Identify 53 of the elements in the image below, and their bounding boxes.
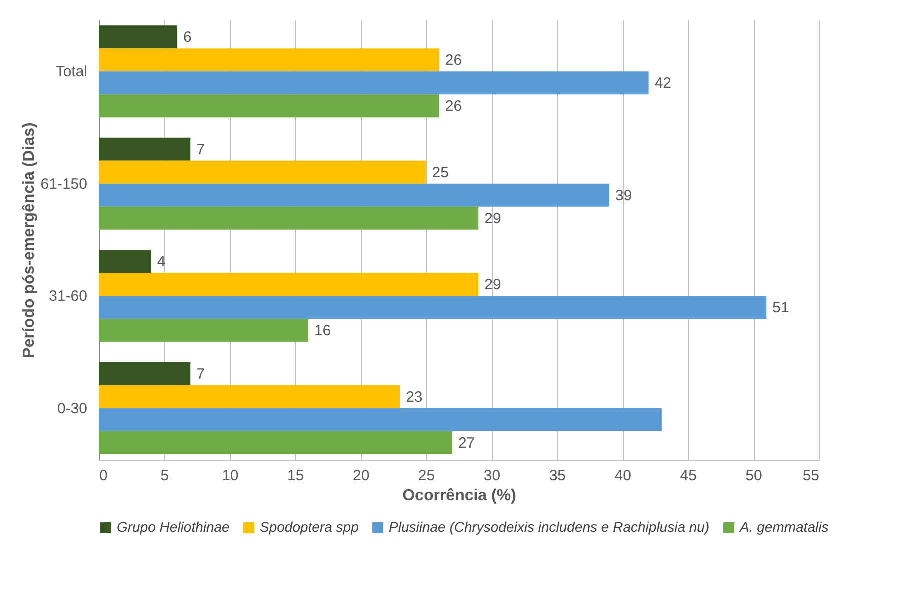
data-label: 6 bbox=[184, 29, 192, 46]
y-tick-label: 0-30 bbox=[57, 400, 88, 418]
x-tick-label: 20 bbox=[352, 468, 370, 484]
bar bbox=[99, 385, 400, 408]
bar bbox=[99, 48, 440, 72]
x-tick-label: 50 bbox=[746, 468, 762, 484]
bar bbox=[99, 250, 152, 274]
bar bbox=[99, 206, 479, 230]
data-label: 26 bbox=[445, 52, 462, 70]
bar bbox=[99, 94, 440, 118]
legend-label: Grupo Heliothinae bbox=[117, 519, 230, 535]
bar bbox=[99, 72, 649, 95]
legend-label: A. gemmatalis bbox=[739, 519, 829, 535]
bar bbox=[99, 319, 308, 342]
x-tick-label: 35 bbox=[549, 468, 566, 484]
bar bbox=[99, 296, 767, 320]
bar bbox=[99, 160, 426, 184]
bar bbox=[99, 362, 191, 386]
data-label: 7 bbox=[196, 141, 205, 158]
data-label: 29 bbox=[484, 276, 502, 294]
y-axis-title: Período pós-emergência (Dias) bbox=[20, 122, 38, 358]
x-tick-label: 5 bbox=[160, 468, 170, 484]
x-tick-label: 15 bbox=[288, 468, 304, 484]
y-tick-label: 31-60 bbox=[49, 288, 88, 306]
bar bbox=[99, 273, 479, 296]
bar bbox=[99, 184, 610, 207]
data-label: 42 bbox=[654, 75, 672, 92]
x-tick-label: 10 bbox=[222, 468, 239, 484]
data-label: 23 bbox=[406, 388, 423, 406]
bar bbox=[99, 26, 178, 49]
data-label: 4 bbox=[157, 254, 166, 271]
legend-label: Plusiinae (Chrysodeixis includens e Rachiplusia nu) bbox=[389, 519, 710, 535]
x-tick-label: 0 bbox=[100, 468, 108, 484]
data-label: 27 bbox=[458, 434, 476, 452]
legend-label: Spodoptera spp bbox=[260, 519, 360, 535]
x-tick-label: 55 bbox=[802, 468, 820, 484]
data-label: 16 bbox=[314, 322, 332, 340]
x-tick-label: 25 bbox=[418, 468, 436, 484]
data-label: 25 bbox=[432, 164, 449, 182]
x-axis-title: Ocorrência (%) bbox=[402, 488, 516, 504]
data-label: 7 bbox=[196, 366, 205, 383]
data-label: 39 bbox=[616, 187, 632, 204]
x-tick-label: 45 bbox=[680, 468, 697, 484]
y-tick-label: Total bbox=[56, 64, 88, 81]
data-label: 26 bbox=[445, 98, 462, 116]
y-tick-label: 61-150 bbox=[40, 176, 88, 193]
data-label: 29 bbox=[484, 210, 502, 228]
data-label: 51 bbox=[772, 300, 790, 317]
x-tick-label: 40 bbox=[614, 468, 632, 484]
bar bbox=[99, 431, 452, 454]
bar bbox=[99, 408, 662, 432]
bar bbox=[99, 138, 191, 161]
x-tick-label: 30 bbox=[484, 468, 501, 484]
